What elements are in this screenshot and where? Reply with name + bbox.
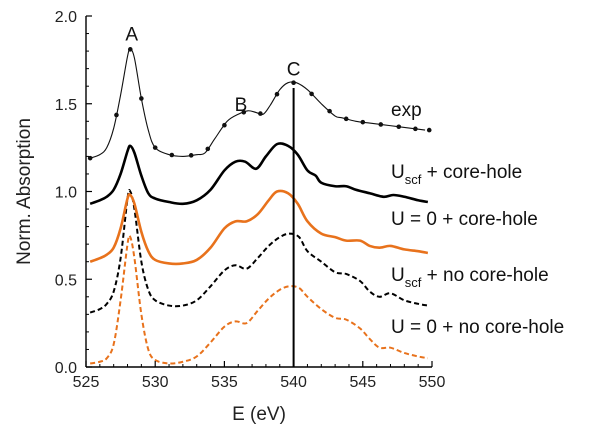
peak-label-a: A — [125, 25, 138, 46]
exp-data-point — [222, 122, 227, 128]
exp-data-point — [413, 126, 418, 132]
exp-data-point — [241, 109, 247, 115]
exp-data-point — [274, 91, 280, 97]
peak-label-b: B — [235, 95, 248, 116]
series-line-2 — [89, 142, 429, 206]
y-axis-title: Norm. Absorption — [14, 118, 35, 265]
exp-data-point — [114, 112, 119, 118]
series-label-3: U = 0 + core-hole — [391, 209, 538, 230]
y-tick-label: 1.0 — [55, 185, 77, 202]
series-label-4: Uscf + no core-hole — [391, 265, 549, 290]
exp-data-point — [343, 116, 349, 122]
series-line-4 — [89, 189, 429, 314]
exp-data-point — [169, 152, 175, 158]
exp-data-point — [87, 155, 93, 161]
exp-data-point — [360, 119, 366, 125]
exp-data-point — [291, 80, 296, 85]
exp-data-point — [152, 145, 158, 150]
exp-data-point — [205, 146, 211, 152]
exp-data-point — [127, 47, 133, 52]
exp-data-point — [378, 122, 384, 127]
x-tick-label: 525 — [73, 374, 100, 391]
y-tick-label: 0.5 — [55, 272, 77, 289]
series-label-1: exp — [391, 100, 422, 121]
exp-data-point — [309, 91, 314, 97]
exp-data-point — [426, 127, 432, 133]
series-label-5: U = 0 + no core-hole — [391, 317, 564, 338]
x-tick-label: 545 — [349, 374, 376, 391]
series-label-2: Uscf + core-hole — [391, 162, 522, 187]
exp-data-point — [258, 111, 263, 116]
exp-data-point — [139, 96, 144, 101]
exp-data-point — [396, 124, 402, 130]
exp-data-point — [327, 108, 332, 114]
exp-data-point — [188, 153, 194, 158]
y-tick-label: 0.0 — [55, 360, 77, 377]
x-tick-label: 540 — [280, 374, 307, 391]
peak-label-c: C — [287, 60, 301, 81]
x-tick-label: 530 — [142, 374, 169, 391]
y-tick-label: 1.5 — [55, 97, 77, 114]
x-tick-label: 550 — [419, 374, 446, 391]
y-tick-label: 2.0 — [55, 9, 77, 26]
series-line-1 — [89, 48, 426, 159]
x-axis-title: E (eV) — [232, 404, 286, 425]
x-tick-label: 535 — [211, 374, 238, 391]
series-line-3 — [89, 189, 429, 266]
series-line-5 — [89, 234, 429, 365]
